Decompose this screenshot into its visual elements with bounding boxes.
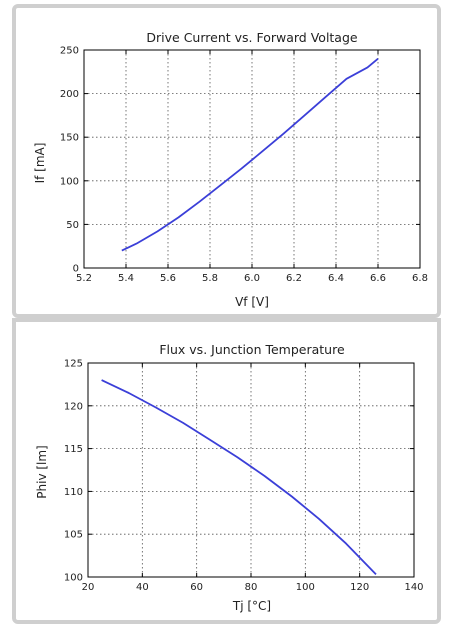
x-tick-label: 6.0 xyxy=(244,273,260,284)
x-tick-label: 120 xyxy=(350,582,369,593)
y-tick-label: 100 xyxy=(60,176,79,187)
x-tick-label: 5.2 xyxy=(76,273,92,284)
x-tick-label: 5.6 xyxy=(160,273,176,284)
x-tick-label: 20 xyxy=(82,582,95,593)
chart-drive-current: Drive Current vs. Forward Voltage Vf [V]… xyxy=(33,30,428,309)
y-tick-label: 120 xyxy=(64,401,83,412)
y-tick-label: 0 xyxy=(73,264,79,275)
y-tick-label: 200 xyxy=(60,89,79,100)
x-axis-label: Vf [V] xyxy=(235,295,269,309)
y-tick-label: 125 xyxy=(64,359,83,370)
chart-flux: Flux vs. Junction Temperature Tj [°C] Ph… xyxy=(35,342,424,613)
chart-panel-flux: Flux vs. Junction Temperature Tj [°C] Ph… xyxy=(12,318,441,624)
y-tick-label: 250 xyxy=(60,46,79,57)
x-tick-label: 140 xyxy=(404,582,423,593)
x-tick-label: 6.8 xyxy=(412,273,428,284)
chart-title: Drive Current vs. Forward Voltage xyxy=(146,30,358,45)
chart-panel-drive-current: Drive Current vs. Forward Voltage Vf [V]… xyxy=(12,4,441,318)
chart-title: Flux vs. Junction Temperature xyxy=(159,342,345,357)
x-tick-label: 6.2 xyxy=(286,273,302,284)
y-axis-label: If [mA] xyxy=(33,143,47,184)
series-line xyxy=(121,58,379,252)
x-tick-label: 6.4 xyxy=(328,273,344,284)
x-tick-label: 60 xyxy=(190,582,203,593)
x-tick-label: 5.8 xyxy=(202,273,218,284)
y-axis-label: Phiv [lm] xyxy=(35,445,49,498)
y-tick-label: 150 xyxy=(60,133,79,144)
y-tick-label: 110 xyxy=(64,487,83,498)
y-tick-label: 50 xyxy=(66,220,79,231)
x-tick-label: 40 xyxy=(136,582,149,593)
x-tick-label: 6.6 xyxy=(370,273,386,284)
y-tick-label: 105 xyxy=(64,530,83,541)
x-axis-label: Tj [°C] xyxy=(232,599,271,613)
x-tick-label: 100 xyxy=(296,582,315,593)
x-tick-label: 5.4 xyxy=(118,273,134,284)
y-tick-label: 100 xyxy=(64,573,83,584)
y-tick-label: 115 xyxy=(64,444,83,455)
series-line xyxy=(101,379,377,576)
x-tick-label: 80 xyxy=(245,582,258,593)
